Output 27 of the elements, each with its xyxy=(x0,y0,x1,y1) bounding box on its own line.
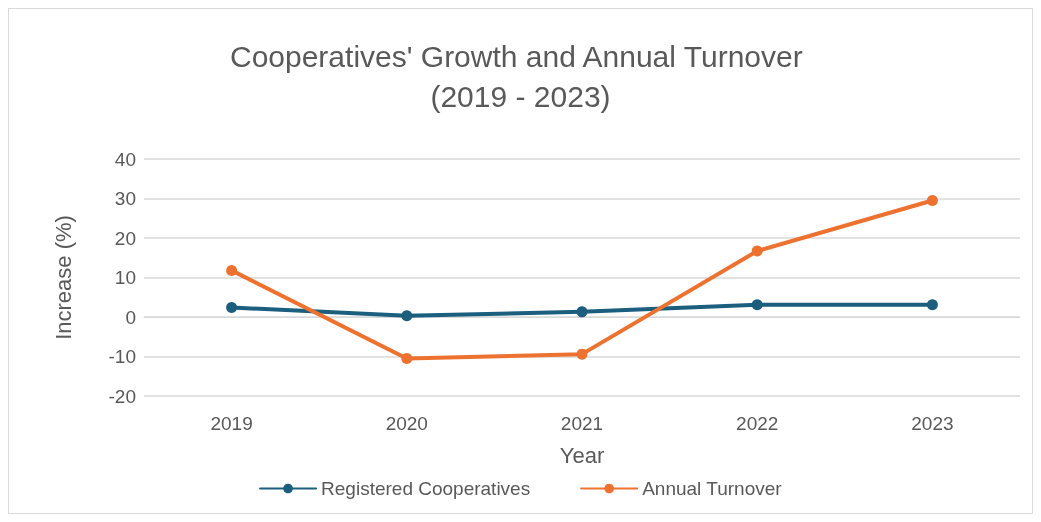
x-tick-label: 2023 xyxy=(911,413,954,434)
point xyxy=(401,352,413,364)
point xyxy=(401,310,413,322)
point xyxy=(926,299,938,311)
y-tick-label: -20 xyxy=(108,385,136,407)
point xyxy=(751,245,763,257)
x-tick-label: 2022 xyxy=(736,413,779,434)
x-tick-label: 2020 xyxy=(385,413,428,434)
legend-label: Registered Cooperatives xyxy=(321,478,531,499)
y-tick-label: 40 xyxy=(114,148,136,170)
point xyxy=(576,348,588,360)
point xyxy=(226,302,238,314)
legend-label: Annual Turnover xyxy=(642,478,783,499)
x-tick-label: 2019 xyxy=(210,413,253,434)
chart-title: Cooperatives' Growth and Annual Turnover (2019 - 2023) xyxy=(229,39,812,113)
point xyxy=(926,194,938,206)
x-axis-title: Year xyxy=(559,442,605,468)
y-tick-label: -10 xyxy=(108,346,136,367)
y-tick-label: 30 xyxy=(114,188,136,209)
y-axis-title: Increase (%) xyxy=(50,215,76,340)
point xyxy=(576,306,588,318)
y-tick-label: 10 xyxy=(114,267,136,288)
y-tick-label: 20 xyxy=(114,227,136,249)
y-tick-label: 0 xyxy=(125,306,136,328)
point xyxy=(751,299,763,311)
point xyxy=(226,264,238,276)
x-tick-label: 2021 xyxy=(560,413,604,434)
